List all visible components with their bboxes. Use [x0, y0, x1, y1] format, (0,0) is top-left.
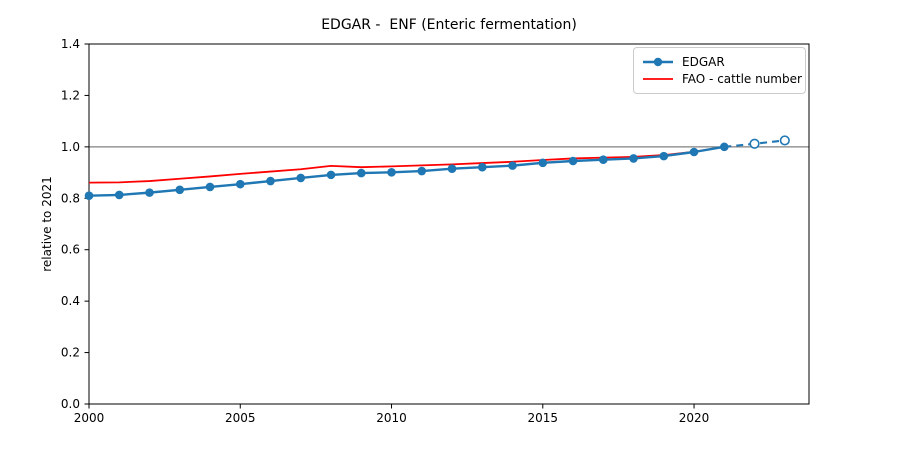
edgar-marker: [477, 162, 487, 172]
edgar-marker: [719, 142, 729, 152]
x-tick-label: 2000: [74, 411, 105, 425]
edgar-marker: [598, 155, 608, 165]
edgar-marker: [508, 161, 517, 170]
edgar-marker: [205, 182, 215, 192]
x-tick-label: 2010: [376, 411, 407, 425]
edgar-marker: [84, 191, 94, 201]
legend-item-fao: FAO - cattle number: [642, 70, 802, 87]
y-tick-label: 0.8: [61, 191, 80, 205]
edgar-line-sample-icon: [643, 57, 673, 66]
y-tick-label: 0.4: [61, 294, 80, 308]
edgar-marker: [568, 156, 578, 166]
y-tick-label: 1.2: [61, 88, 80, 102]
y-tick-label: 0.0: [61, 397, 80, 411]
y-tick-label: 0.6: [61, 243, 80, 257]
legend-item-edgar: EDGAR: [642, 53, 797, 70]
edgar-marker: [296, 173, 306, 183]
edgar-marker: [235, 179, 245, 189]
edgar-marker: [629, 154, 638, 163]
edgar-marker: [266, 176, 275, 186]
edgar-marker: [387, 168, 396, 177]
y-tick-label: 0.2: [61, 346, 80, 360]
edgar-marker: [447, 164, 457, 174]
edgar-marker: [175, 185, 185, 195]
legend-label-edgar: EDGAR: [682, 54, 725, 69]
edgar-marker: [326, 170, 336, 180]
edgar-marker: [689, 147, 699, 157]
x-tick-label: 2015: [528, 411, 559, 425]
fao-line-sample-icon: [643, 77, 673, 80]
y-axis-label: relative to 2021: [40, 176, 54, 272]
y-tick-label: 1.0: [61, 140, 80, 154]
legend-label-fao: FAO - cattle number: [682, 71, 802, 86]
chart-title: EDGAR - ENF (Enteric fermentation): [321, 17, 577, 33]
edgar-projected-marker: [779, 135, 790, 146]
edgar-marker: [114, 190, 124, 200]
edgar-marker: [659, 151, 669, 161]
legend: EDGAR FAO - cattle number: [633, 47, 806, 94]
x-tick-label: 2005: [225, 411, 256, 425]
edgar-line: [88, 145, 725, 197]
edgar-marker: [417, 166, 427, 176]
edgar-marker: [145, 188, 154, 197]
plot-frame: [88, 43, 810, 405]
edgar-marker: [356, 168, 366, 178]
y-tick-label: 1.4: [61, 37, 80, 51]
edgar-marker: [538, 158, 548, 168]
edgar-projected-marker: [749, 138, 760, 149]
fao-cattle-line: [88, 145, 725, 184]
x-tick-label: 2020: [679, 411, 710, 425]
